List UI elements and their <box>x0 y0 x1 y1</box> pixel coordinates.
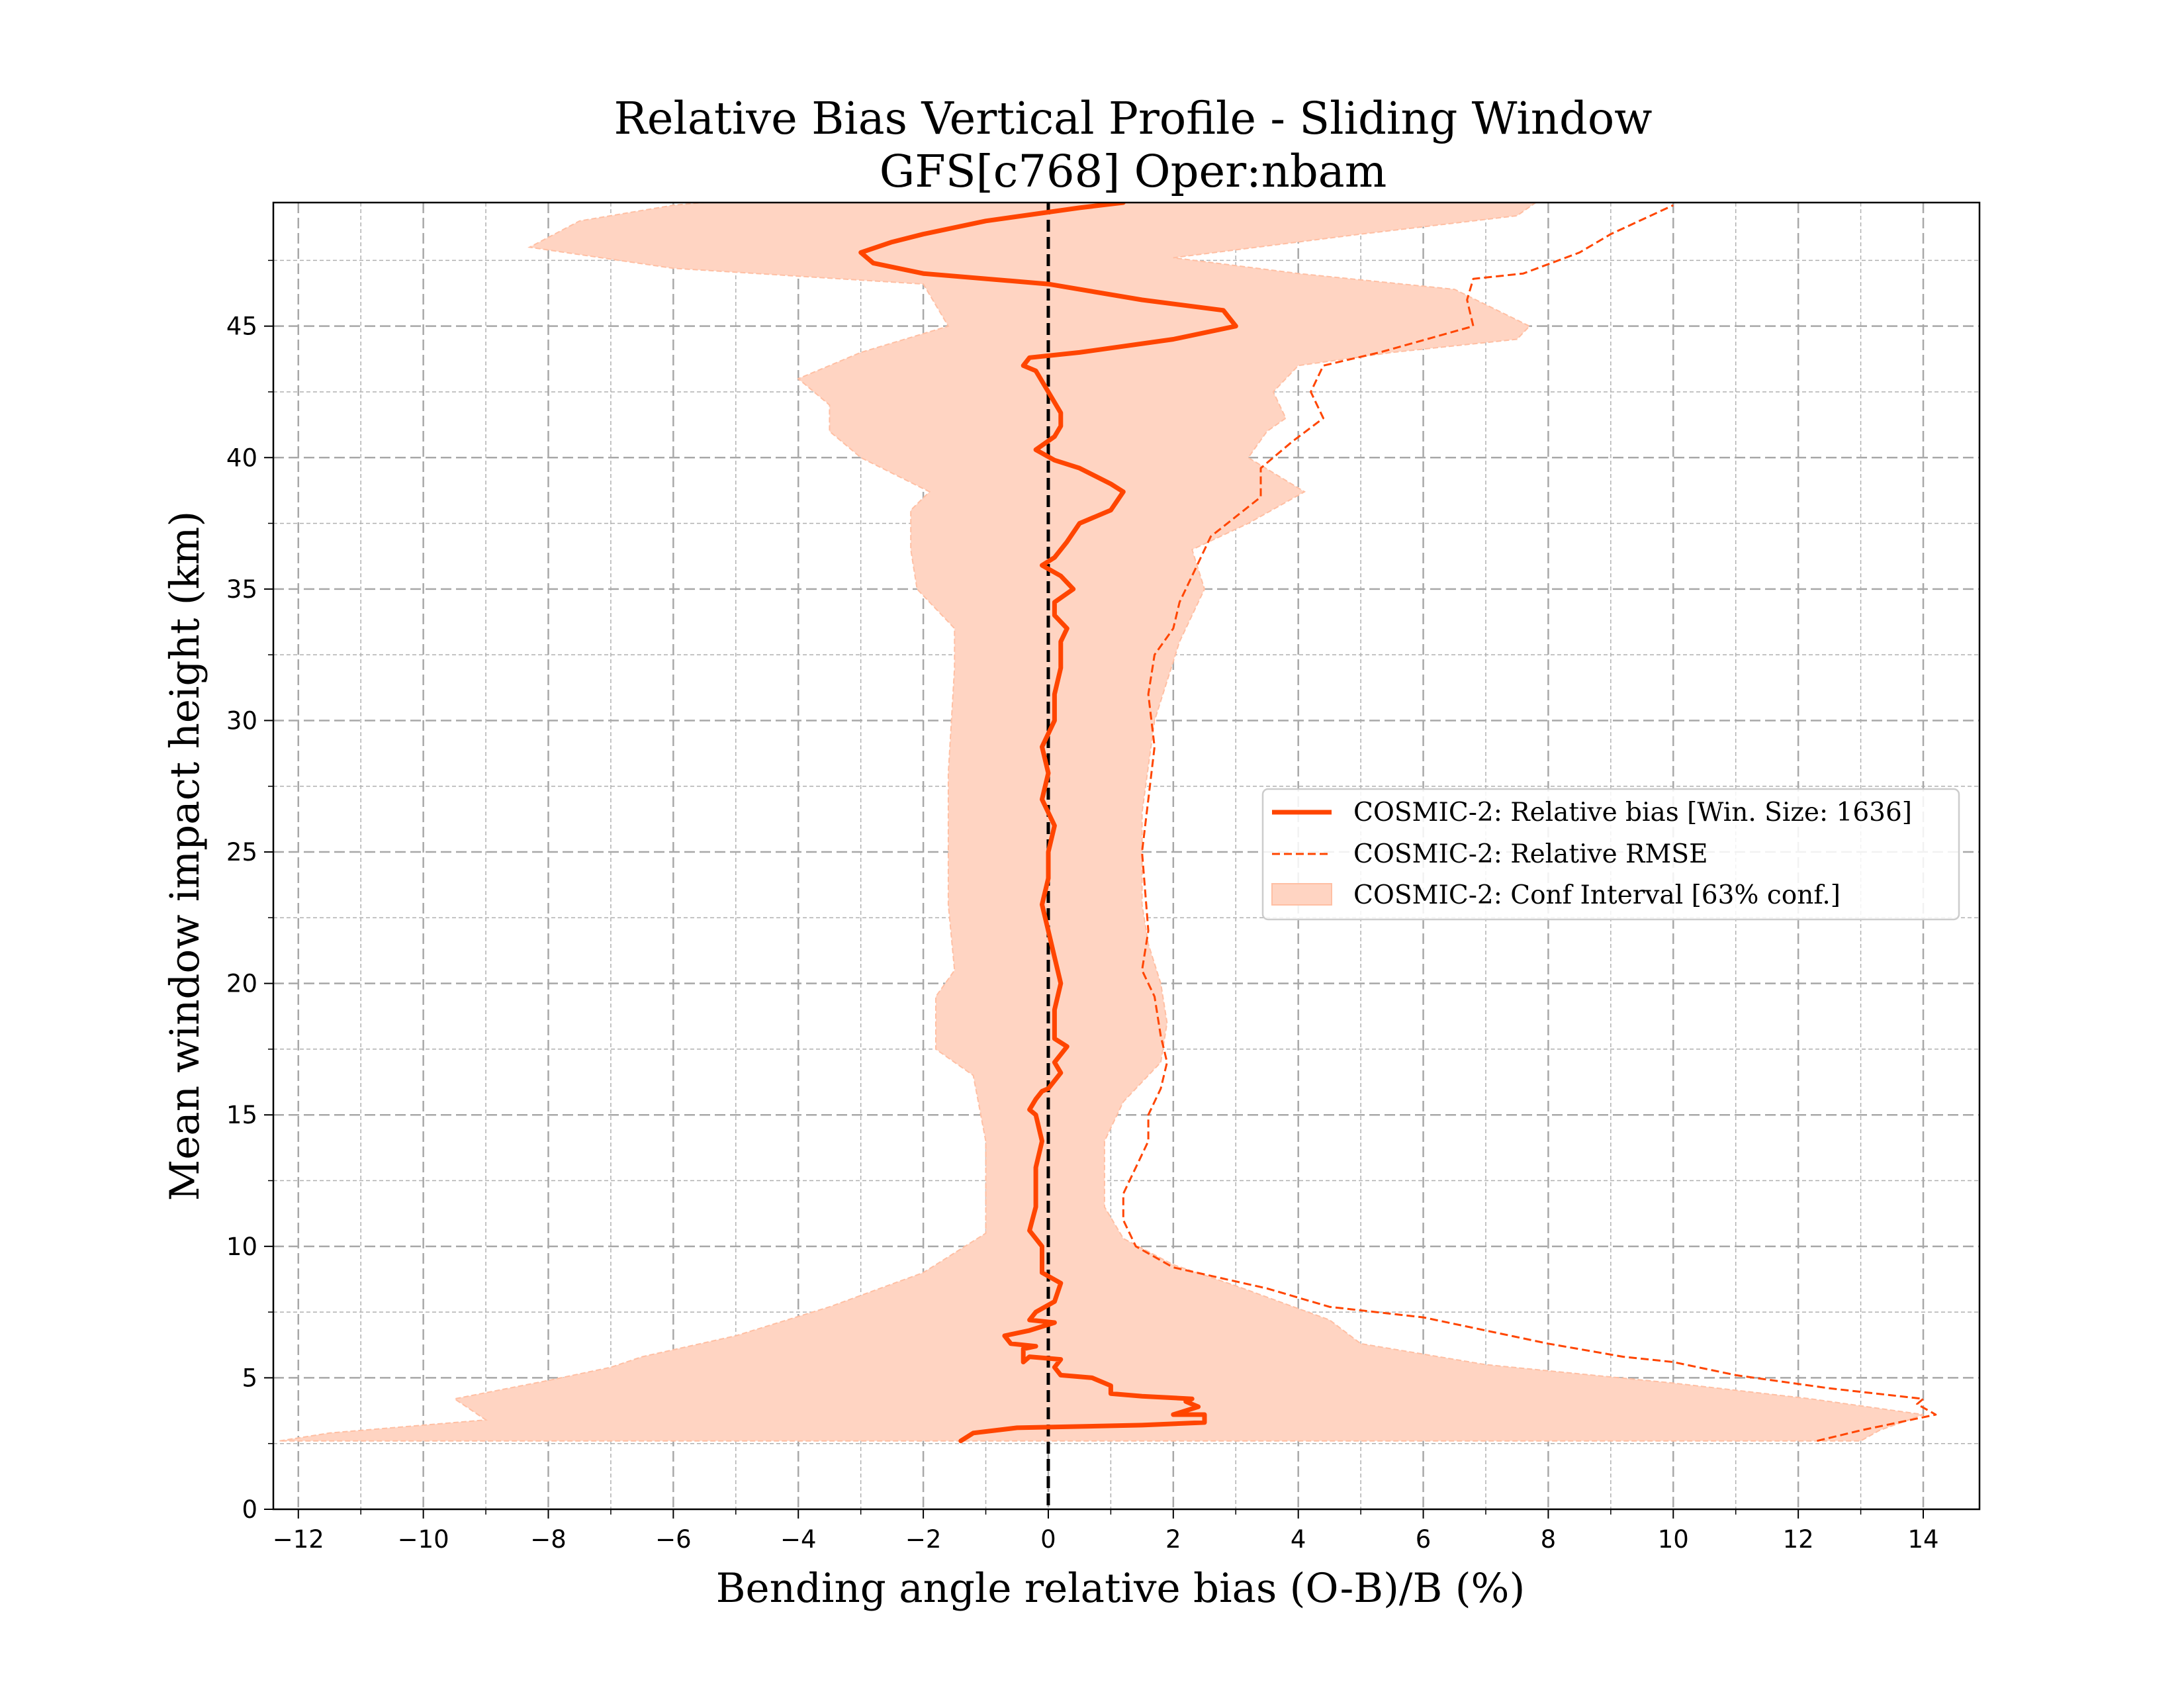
y-axis-label: Mean window impact height (km) <box>161 511 208 1201</box>
x-tick-label: −10 <box>398 1525 449 1554</box>
x-tick-label: 12 <box>1783 1525 1814 1554</box>
x-tick-label: 6 <box>1416 1525 1432 1554</box>
x-tick-label: 8 <box>1541 1525 1557 1554</box>
chart-title: Relative Bias Vertical Profile - Sliding… <box>614 93 1652 144</box>
legend-box <box>1261 788 1960 921</box>
x-tick-label: −12 <box>273 1525 324 1554</box>
x-tick-label: −6 <box>655 1525 692 1554</box>
y-tick-label: 35 <box>226 575 257 604</box>
x-tick-label: 0 <box>1040 1525 1056 1554</box>
x-tick-label: 2 <box>1165 1525 1181 1554</box>
y-tick-label: 5 <box>242 1364 257 1392</box>
x-tick-label: −4 <box>780 1525 817 1554</box>
y-tick-label: 0 <box>242 1495 257 1524</box>
x-tick-label: −8 <box>530 1525 567 1554</box>
chart-subtitle: GFS[c768] Oper:nbam <box>880 146 1387 197</box>
series-layer <box>279 203 1937 1509</box>
y-tick-label: 30 <box>226 706 257 735</box>
legend-label-rmse: COSMIC-2: Relative RMSE <box>1353 839 1708 869</box>
confidence-interval-band <box>279 203 1924 1442</box>
legend-label-bias: COSMIC-2: Relative bias [Win. Size: 1636… <box>1353 798 1912 827</box>
x-tick-label: 10 <box>1658 1525 1689 1554</box>
legend: COSMIC-2: Relative bias [Win. Size: 1636… <box>1261 788 1960 921</box>
x-tick-label: 4 <box>1291 1525 1306 1554</box>
y-tick-label: 40 <box>226 444 257 472</box>
plot-frame <box>272 201 1981 1511</box>
y-tick-label: 15 <box>226 1101 257 1129</box>
y-axis-ticks: 0 5 10 15 20 25 30 35 40 45 <box>226 259 273 1524</box>
x-axis-ticks: −12 −10 −8 −6 −4 −2 0 2 4 6 8 10 12 14 <box>273 1509 1939 1554</box>
y-tick-label: 25 <box>226 838 257 867</box>
rmse-series-line <box>1122 204 1937 1442</box>
y-tick-label: 45 <box>226 312 257 341</box>
x-axis-label: Bending angle relative bias (O-B)/B (%) <box>716 1565 1525 1612</box>
y-tick-label: 20 <box>226 970 257 998</box>
legend-swatch-ci <box>1271 883 1332 906</box>
x-tick-label: −2 <box>905 1525 942 1554</box>
bias-series-line <box>858 203 1238 1444</box>
y-tick-label: 10 <box>226 1233 257 1261</box>
x-tick-label: 14 <box>1907 1525 1938 1554</box>
legend-label-ci: COSMIC-2: Conf Interval [63% conf.] <box>1353 880 1841 910</box>
